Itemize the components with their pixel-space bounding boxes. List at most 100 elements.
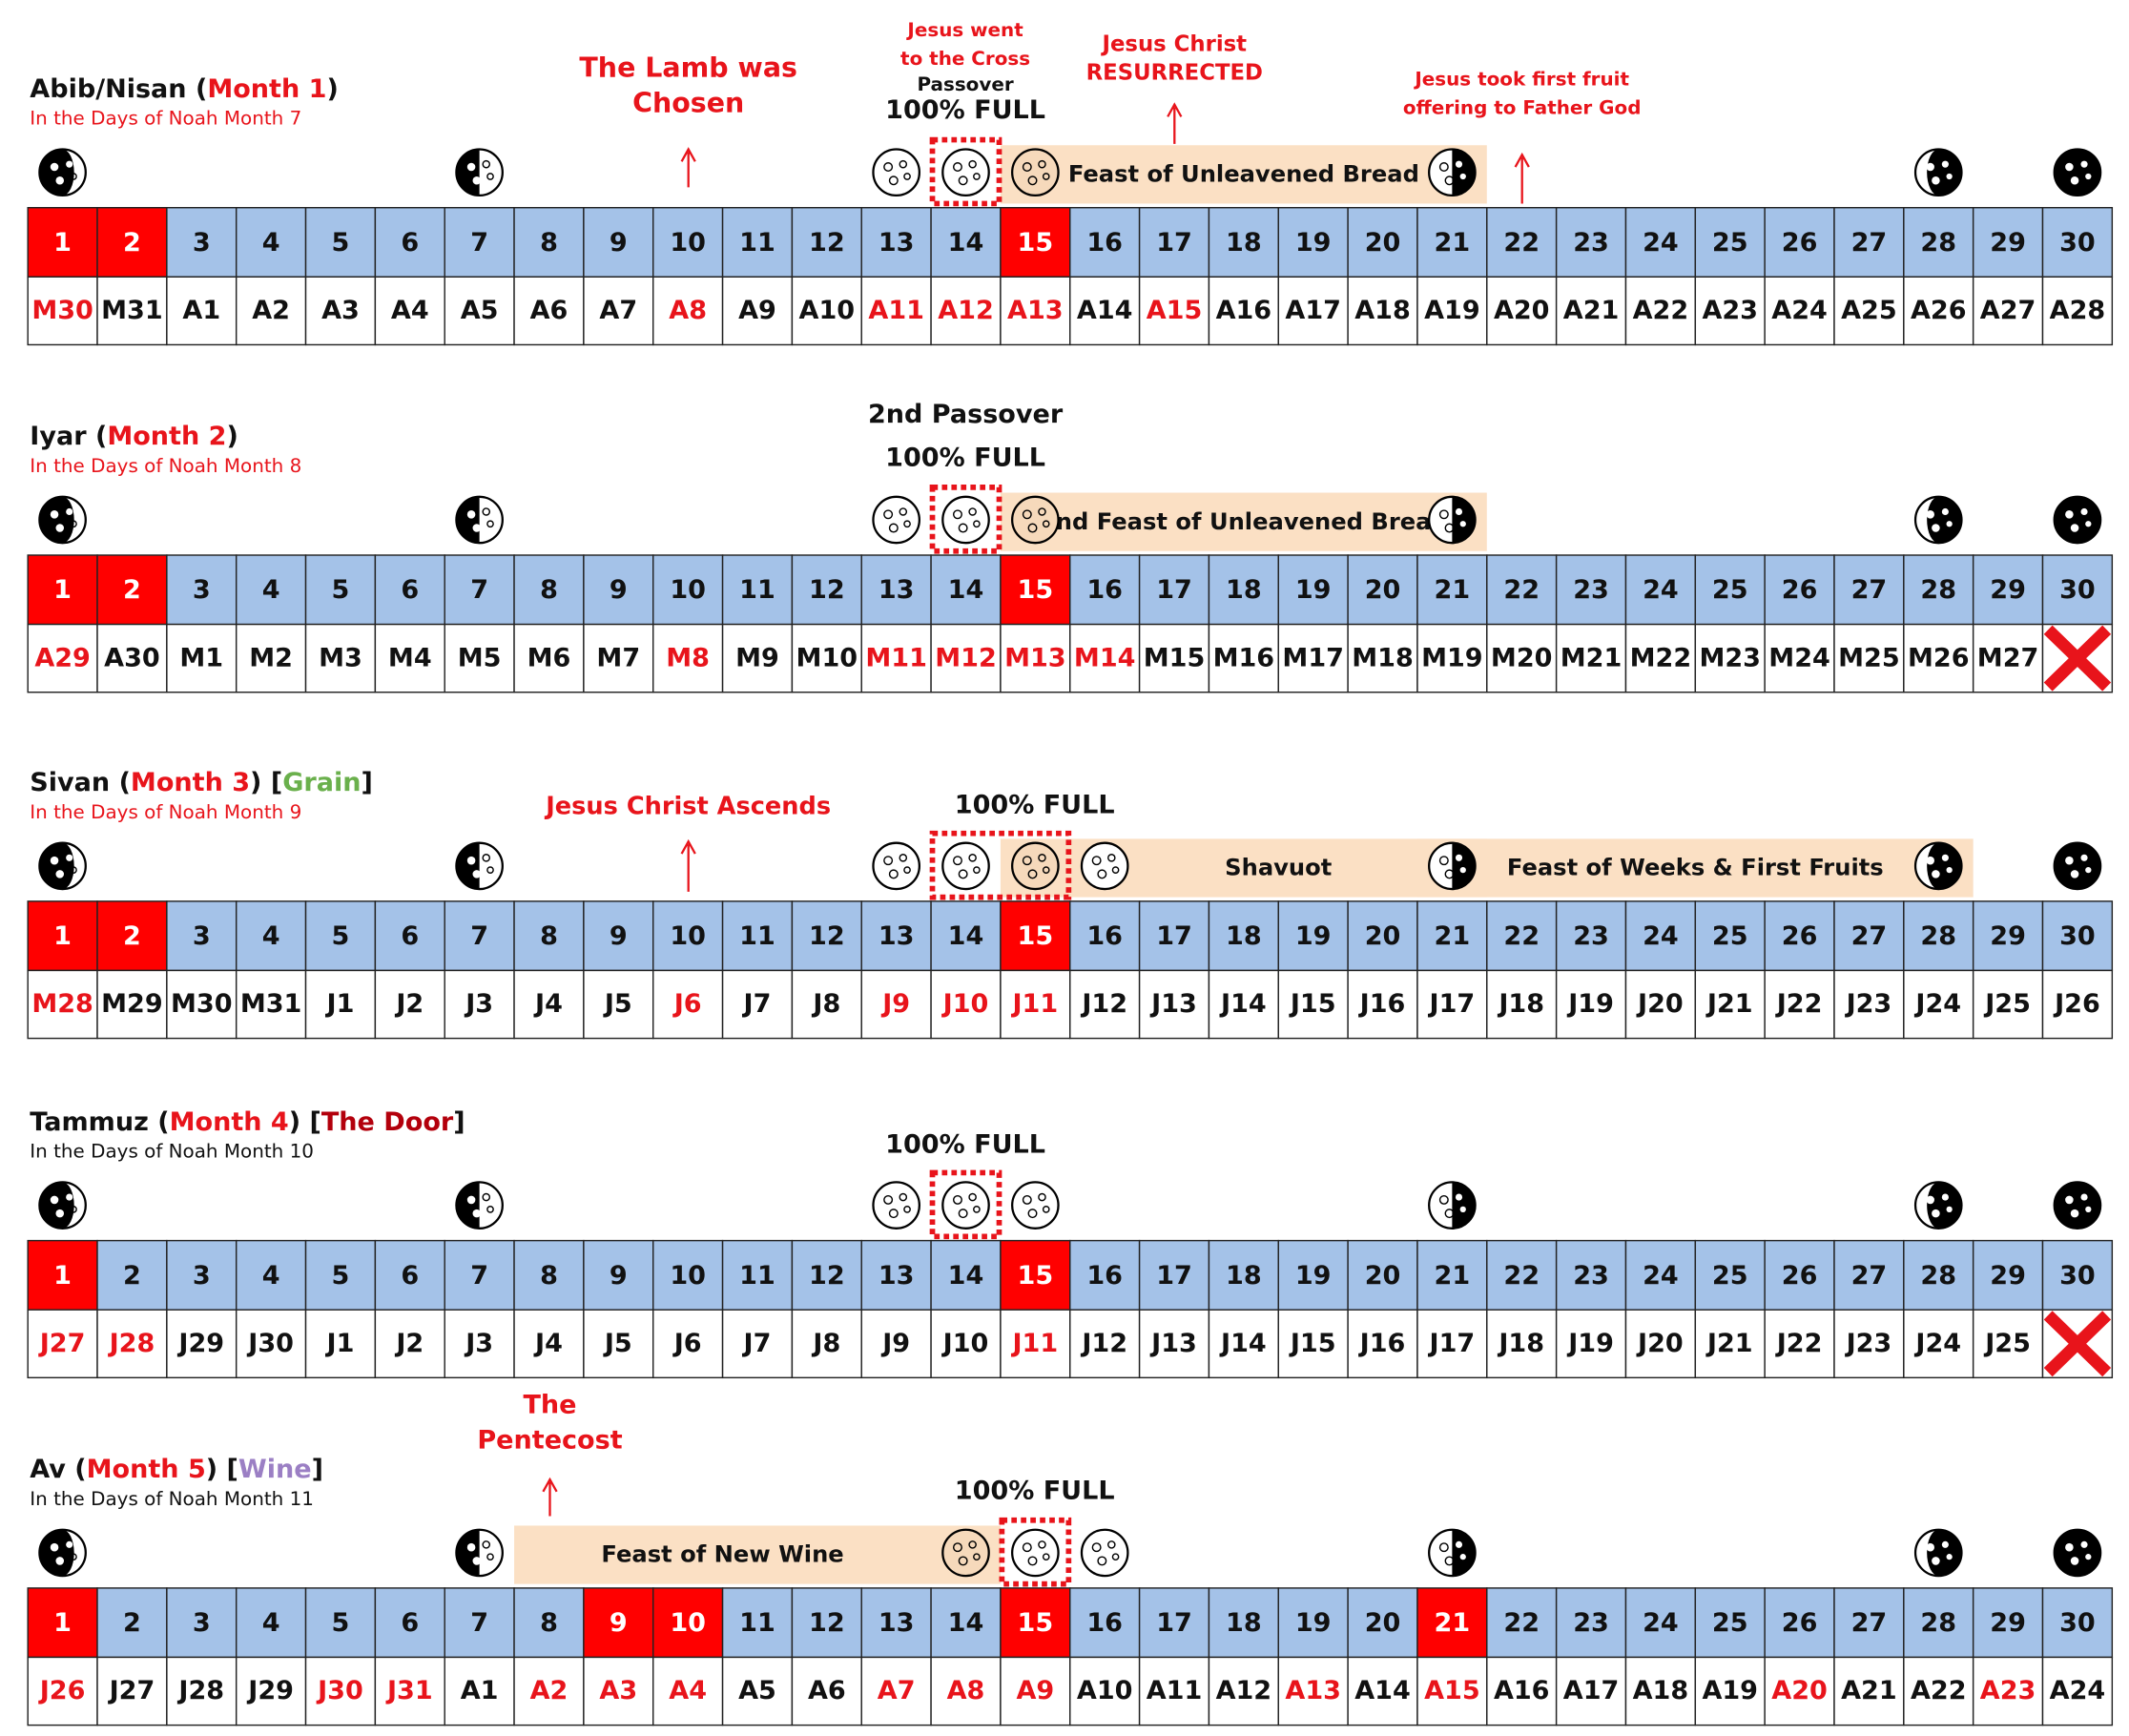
date-label: A19 xyxy=(1702,1676,1758,1705)
date-cell xyxy=(1624,276,1697,346)
day-number: 22 xyxy=(1503,1261,1540,1291)
date-cell xyxy=(235,969,307,1040)
feast-label: 2nd Feast of Unleavened Bread xyxy=(1040,508,1448,535)
moon-crater xyxy=(1444,1556,1455,1566)
day-number: 13 xyxy=(878,1608,915,1638)
moon-crater xyxy=(1042,866,1050,874)
date-label: M21 xyxy=(1561,643,1623,672)
annotation: Pentecost xyxy=(477,1426,622,1456)
day-cell xyxy=(583,1239,654,1311)
day-number: 20 xyxy=(1365,1261,1401,1291)
day-cell xyxy=(1764,900,1835,972)
day-cell xyxy=(1486,900,1558,972)
date-label: M14 xyxy=(1074,643,1136,672)
day-number: 23 xyxy=(1573,1608,1609,1638)
day-number: 25 xyxy=(1712,1261,1748,1291)
title-part: Wine xyxy=(238,1455,312,1484)
day-number: 18 xyxy=(1226,921,1262,951)
date-cell xyxy=(930,1656,1002,1726)
moon xyxy=(2053,495,2102,545)
day-number: 28 xyxy=(1920,575,1956,605)
date-cell xyxy=(235,1309,307,1379)
day-cell xyxy=(1069,1587,1141,1659)
date-cell xyxy=(1208,969,1279,1040)
day-number: 2 xyxy=(123,228,141,258)
moon-shadow xyxy=(456,496,480,544)
title-part: The Door xyxy=(321,1106,454,1136)
day-cell xyxy=(930,1239,1002,1311)
moon-crater xyxy=(1932,870,1940,878)
date-label: A19 xyxy=(1424,296,1480,325)
annotation: 100% FULL xyxy=(885,1130,1045,1160)
moon-crater xyxy=(55,524,65,532)
moon-crater xyxy=(1946,521,1953,527)
moon-crater xyxy=(2070,1557,2079,1565)
date-label: A12 xyxy=(938,296,994,325)
moon-crater xyxy=(50,1195,59,1205)
day-number: 10 xyxy=(670,228,706,258)
moon-crater xyxy=(1038,854,1046,862)
date-label: M10 xyxy=(796,643,858,672)
day-number: 28 xyxy=(1920,1261,1956,1291)
moon-shadow xyxy=(39,1182,74,1229)
day-cell xyxy=(1416,554,1488,626)
date-cell xyxy=(235,1656,307,1726)
date-label: A25 xyxy=(1841,296,1897,325)
date-label: M4 xyxy=(388,643,432,672)
day-number: 4 xyxy=(262,1608,280,1638)
date-cell xyxy=(96,1656,168,1726)
moon-shadow xyxy=(1452,496,1476,544)
day-number: 26 xyxy=(1782,1261,1818,1291)
day-number: 9 xyxy=(610,921,628,951)
annotation: 100% FULL xyxy=(885,443,1045,472)
day-number: 21 xyxy=(1435,228,1471,258)
date-cell xyxy=(1972,969,2044,1040)
day-number: 11 xyxy=(739,1261,775,1291)
date-cell xyxy=(930,1309,1002,1379)
day-cell xyxy=(374,554,445,626)
date-label: A17 xyxy=(1285,296,1341,325)
date-cell xyxy=(1208,623,1279,693)
day-number: 19 xyxy=(1295,1261,1332,1291)
date-label: A4 xyxy=(391,296,429,325)
day-cell xyxy=(1069,207,1141,279)
title-part: Month 5 xyxy=(87,1455,206,1484)
day-number: 29 xyxy=(1990,1608,2026,1638)
moon-crater xyxy=(486,173,494,180)
day-cell xyxy=(860,1239,932,1311)
date-cell xyxy=(1347,1309,1418,1379)
moon-crater xyxy=(1932,1209,1940,1218)
date-label: A20 xyxy=(1771,1676,1828,1705)
day-number: 30 xyxy=(2059,1608,2096,1638)
date-label: A27 xyxy=(1980,296,2036,325)
moon-crater xyxy=(899,1192,908,1202)
date-cell xyxy=(166,276,238,346)
moon-crater xyxy=(1107,854,1116,862)
day-number: 26 xyxy=(1782,1608,1818,1638)
date-label: J3 xyxy=(464,989,493,1019)
date-cell xyxy=(1833,623,1905,693)
day-number: 13 xyxy=(878,1261,915,1291)
day-number: 6 xyxy=(401,921,419,951)
month-title: Sivan (Month 3) [Grain] xyxy=(30,768,373,797)
date-label: J26 xyxy=(38,1676,86,1705)
day-number: 24 xyxy=(1643,1261,1679,1291)
arrow xyxy=(1514,152,1530,204)
date-cell xyxy=(1624,1309,1697,1379)
day-number: 11 xyxy=(739,575,775,605)
day-number: 14 xyxy=(948,228,984,258)
date-label: A3 xyxy=(321,296,360,325)
moon-crater xyxy=(472,1209,482,1218)
moon-crater xyxy=(482,1540,491,1549)
month-subtitle: In the Days of Noah Month 11 xyxy=(30,1488,314,1510)
date-label: J12 xyxy=(1080,1329,1127,1358)
month: Av (Month 5) [Wine] In the Days of Noah M… xyxy=(27,1455,2114,1726)
day-number: 12 xyxy=(809,575,845,605)
date-label: J16 xyxy=(1358,1329,1406,1358)
date-label: A2 xyxy=(252,296,290,325)
date-label: M13 xyxy=(1004,643,1066,672)
day-cell xyxy=(1277,1239,1349,1311)
date-label: A10 xyxy=(1077,1676,1133,1705)
date-label: A9 xyxy=(1016,1676,1054,1705)
moon-crater xyxy=(1038,1192,1046,1202)
